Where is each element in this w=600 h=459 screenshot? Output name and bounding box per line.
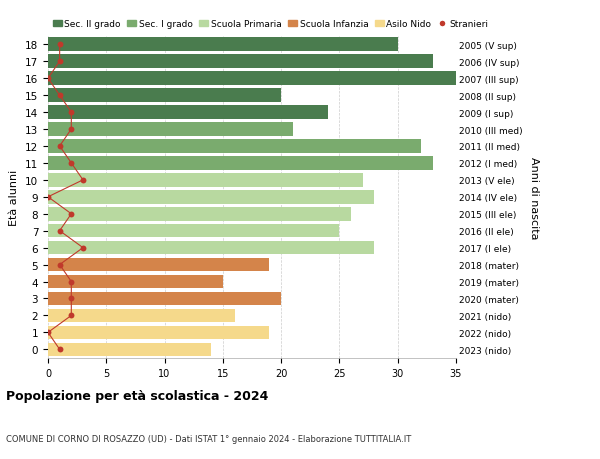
Point	[55, 228, 64, 235]
Bar	[48, 174, 363, 187]
Bar	[48, 326, 269, 339]
Bar	[48, 275, 223, 289]
Bar	[48, 39, 398, 52]
Point	[67, 109, 76, 117]
Point	[67, 278, 76, 285]
Bar	[48, 89, 281, 103]
Legend: Sec. II grado, Sec. I grado, Scuola Primaria, Scuola Infanzia, Asilo Nido, Stran: Sec. II grado, Sec. I grado, Scuola Prim…	[53, 20, 488, 29]
Point	[67, 295, 76, 302]
Bar	[48, 123, 293, 136]
Bar	[48, 140, 421, 153]
Bar	[48, 224, 340, 238]
Point	[67, 160, 76, 167]
Point	[78, 245, 88, 252]
Bar	[48, 309, 235, 323]
Bar	[48, 56, 433, 69]
Bar	[48, 190, 374, 204]
Point	[67, 312, 76, 319]
Point	[67, 211, 76, 218]
Point	[43, 75, 53, 83]
Y-axis label: Anni di nascita: Anni di nascita	[529, 156, 539, 239]
Point	[43, 329, 53, 336]
Point	[55, 346, 64, 353]
Bar	[48, 258, 269, 272]
Bar	[48, 157, 433, 170]
Text: COMUNE DI CORNO DI ROSAZZO (UD) - Dati ISTAT 1° gennaio 2024 - Elaborazione TUTT: COMUNE DI CORNO DI ROSAZZO (UD) - Dati I…	[6, 434, 411, 442]
Point	[67, 126, 76, 134]
Bar	[48, 343, 211, 356]
Point	[55, 261, 64, 269]
Bar	[48, 106, 328, 120]
Point	[55, 143, 64, 150]
Point	[55, 41, 64, 49]
Bar	[48, 72, 456, 86]
Point	[55, 92, 64, 100]
Point	[55, 58, 64, 66]
Text: Popolazione per età scolastica - 2024: Popolazione per età scolastica - 2024	[6, 389, 268, 403]
Bar	[48, 241, 374, 255]
Point	[78, 177, 88, 184]
Bar	[48, 207, 351, 221]
Bar	[48, 292, 281, 306]
Point	[43, 194, 53, 201]
Y-axis label: Età alunni: Età alunni	[10, 169, 19, 225]
